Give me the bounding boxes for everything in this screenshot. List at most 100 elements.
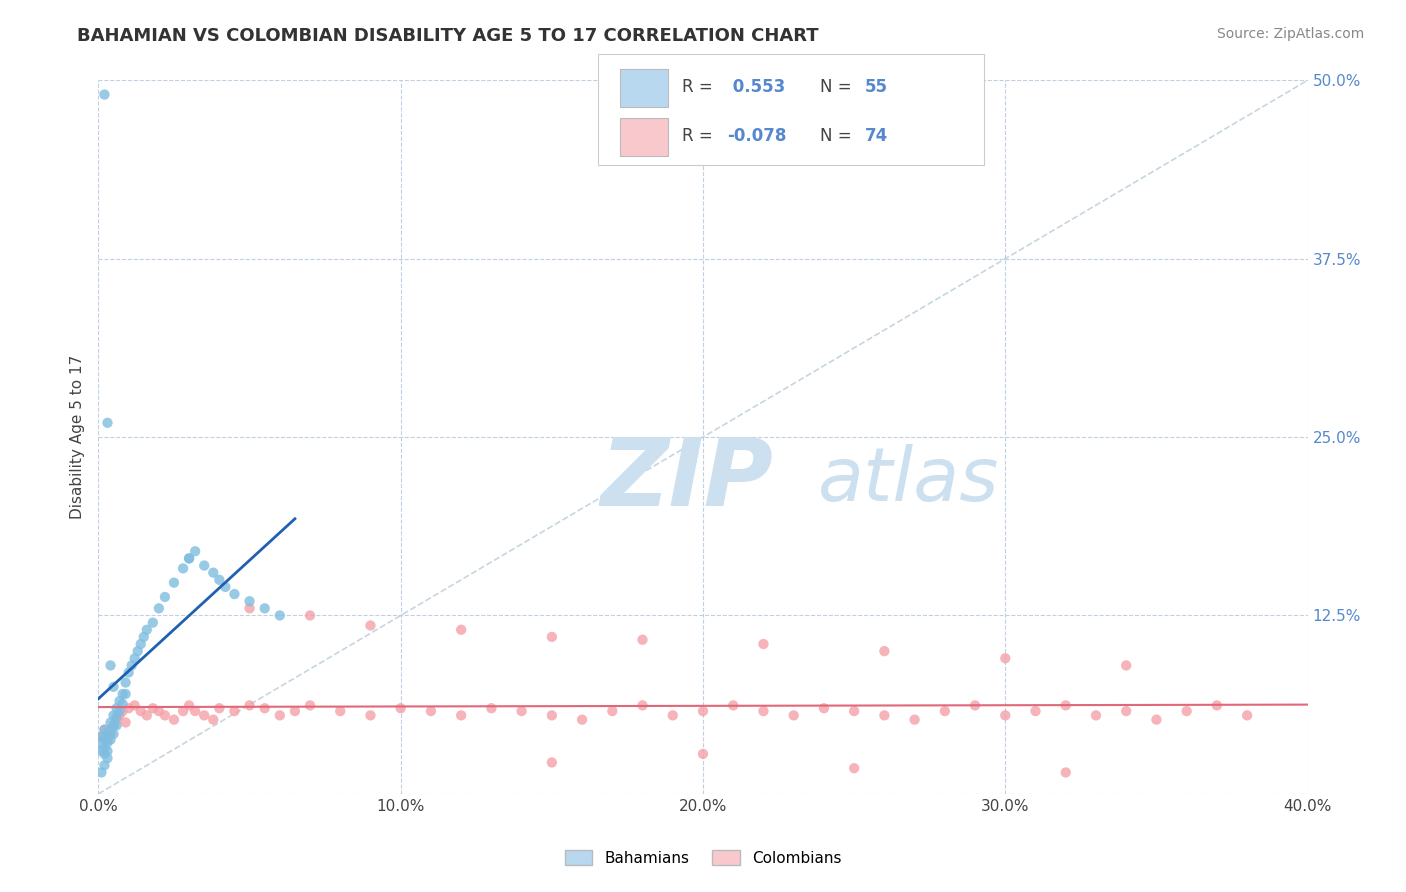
Point	[631, 632, 654, 647]
Point	[692, 747, 714, 761]
Point	[329, 704, 352, 718]
Text: -0.078: -0.078	[727, 128, 786, 145]
Point	[163, 575, 186, 590]
Point	[481, 701, 503, 715]
Point	[114, 675, 136, 690]
Point	[129, 704, 152, 718]
Point	[239, 594, 262, 608]
Point	[172, 704, 194, 718]
Point	[148, 601, 170, 615]
Point	[661, 708, 683, 723]
Point	[103, 680, 125, 694]
Point	[752, 704, 775, 718]
Point	[179, 551, 201, 566]
Point	[184, 544, 207, 558]
Text: ZIP: ZIP	[600, 434, 773, 526]
Point	[118, 665, 141, 680]
Legend: Bahamians, Colombians: Bahamians, Colombians	[558, 844, 848, 871]
Point	[179, 551, 201, 566]
Point	[360, 708, 382, 723]
Point	[90, 744, 112, 758]
Point	[224, 587, 246, 601]
Point	[208, 701, 231, 715]
Point	[510, 704, 533, 718]
Point	[994, 651, 1017, 665]
Point	[202, 713, 225, 727]
Point	[540, 708, 562, 723]
Point	[1085, 708, 1108, 723]
Point	[100, 732, 122, 747]
Point	[239, 601, 262, 615]
Point	[172, 561, 194, 575]
Point	[93, 758, 115, 772]
Point	[904, 713, 927, 727]
Point	[571, 713, 593, 727]
Point	[127, 644, 149, 658]
Point	[723, 698, 745, 713]
Point	[96, 744, 118, 758]
Point	[100, 724, 122, 739]
Text: N =: N =	[820, 128, 856, 145]
Y-axis label: Disability Age 5 to 17: Disability Age 5 to 17	[69, 355, 84, 519]
Text: N =: N =	[820, 78, 856, 96]
Point	[142, 701, 165, 715]
Point	[135, 623, 157, 637]
Text: Source: ZipAtlas.com: Source: ZipAtlas.com	[1216, 27, 1364, 41]
Point	[105, 718, 128, 732]
Point	[93, 723, 115, 737]
Point	[360, 618, 382, 632]
Point	[813, 701, 835, 715]
Point	[105, 701, 128, 715]
Point	[873, 644, 896, 658]
Point	[108, 708, 131, 723]
Point	[103, 708, 125, 723]
Point	[965, 698, 987, 713]
Point	[90, 730, 112, 744]
Point	[90, 730, 112, 744]
Point	[135, 708, 157, 723]
Point	[253, 601, 276, 615]
Point	[1175, 704, 1198, 718]
Point	[269, 608, 291, 623]
Point	[118, 701, 141, 715]
Point	[90, 737, 112, 751]
Point	[148, 704, 170, 718]
Text: 0.553: 0.553	[727, 78, 785, 96]
Point	[103, 718, 125, 732]
Point	[994, 708, 1017, 723]
Point	[96, 751, 118, 765]
Point	[1054, 765, 1077, 780]
Point	[299, 608, 322, 623]
Point	[100, 727, 122, 741]
Point	[208, 573, 231, 587]
Point	[90, 765, 112, 780]
Text: 74: 74	[865, 128, 889, 145]
Point	[224, 704, 246, 718]
Point	[1024, 704, 1046, 718]
Point	[103, 727, 125, 741]
Text: atlas: atlas	[818, 444, 1000, 516]
Point	[631, 698, 654, 713]
Point	[1115, 658, 1137, 673]
Point	[100, 658, 122, 673]
Point	[129, 637, 152, 651]
Point	[132, 630, 155, 644]
Point	[239, 698, 262, 713]
Point	[93, 747, 115, 761]
Point	[114, 715, 136, 730]
Text: R =: R =	[682, 78, 718, 96]
Point	[184, 704, 207, 718]
Point	[450, 623, 472, 637]
Point	[121, 658, 143, 673]
Point	[179, 698, 201, 713]
Point	[124, 651, 146, 665]
Point	[153, 708, 176, 723]
Point	[93, 741, 115, 756]
Point	[844, 761, 866, 775]
Point	[93, 732, 115, 747]
Point	[783, 708, 806, 723]
Point	[96, 732, 118, 747]
Point	[93, 723, 115, 737]
Point	[1115, 704, 1137, 718]
Point	[1206, 698, 1229, 713]
